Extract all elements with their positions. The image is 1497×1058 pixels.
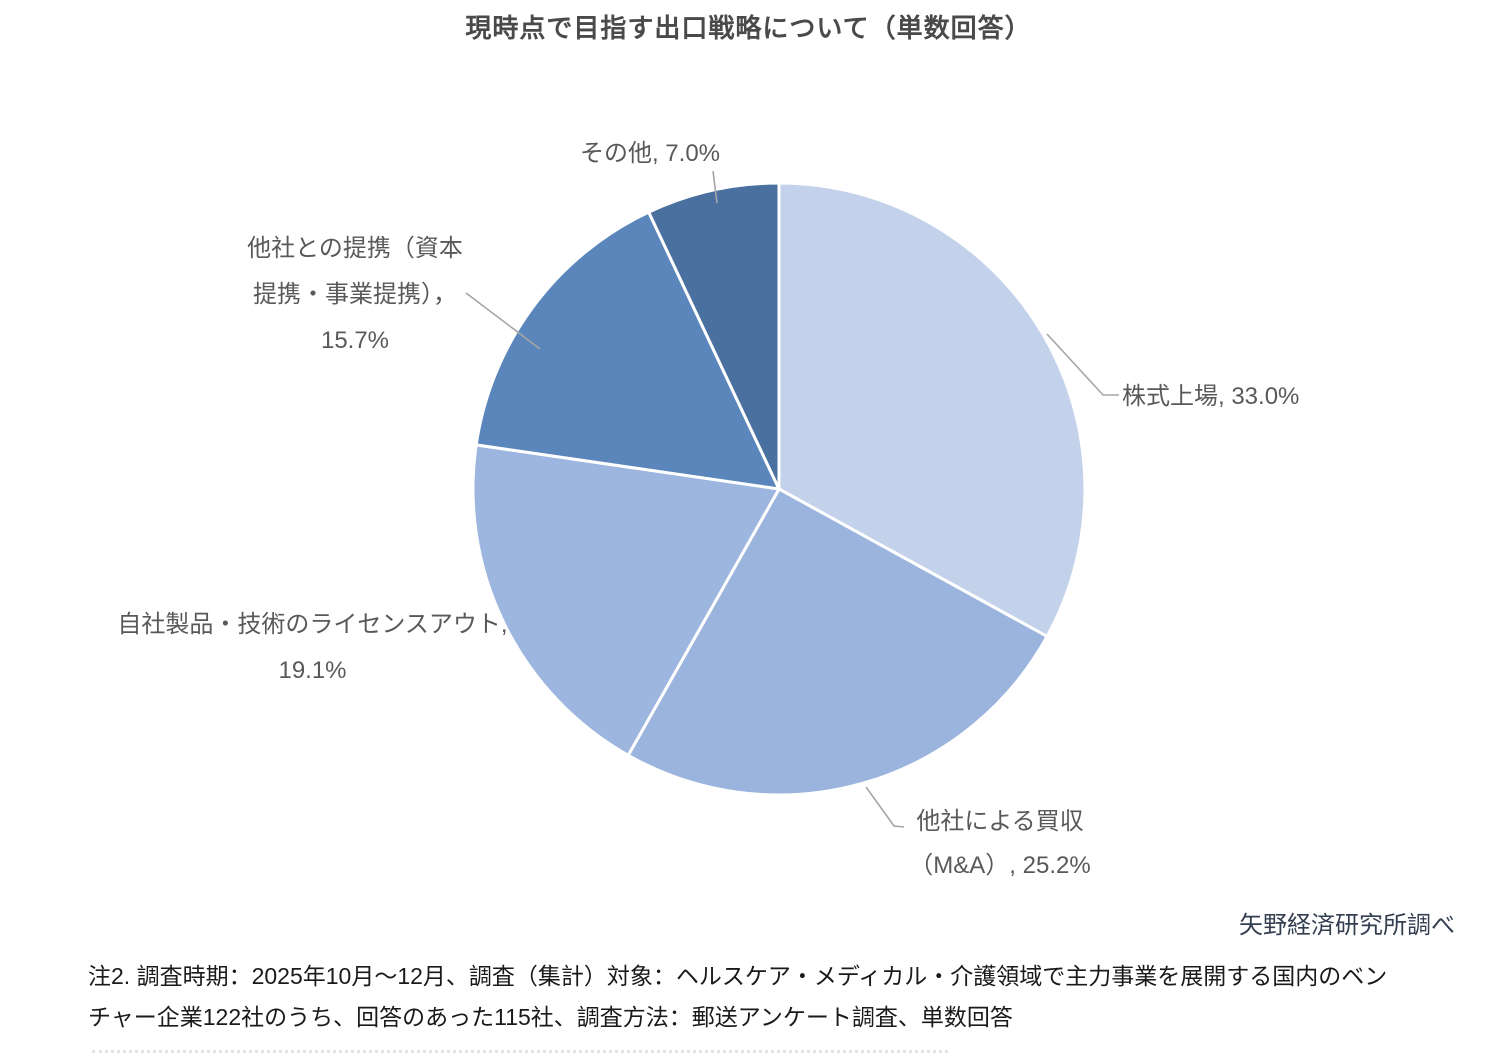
pie-slice-license <box>471 443 781 757</box>
label-other-text: その他, 7.0% <box>579 140 721 167</box>
leader-line-ma <box>865 786 905 828</box>
pie-slice-ma <box>626 487 1049 797</box>
survey-note: 注2. 調査時期：2025年10月～12月、調査（集計）対象：ヘルスケア・メディ… <box>88 956 1448 1038</box>
source-credit: 矢野経済研究所調べ <box>1239 912 1455 939</box>
survey-note-line1: 注2. 調査時期：2025年10月～12月、調査（集計）対象：ヘルスケア・メディ… <box>88 963 1388 989</box>
clipped-text-remnant <box>92 1050 948 1053</box>
pie-slice-partnership <box>474 210 781 491</box>
label-partnership: 他社との提携（資本 提携・事業提携）， 15.7% <box>247 235 463 354</box>
chart-title: 現時点で目指す出口戦略について（単数回答） <box>465 13 1032 43</box>
label-license: 自社製品・技術のライセンスアウト, 19.1% <box>117 611 508 684</box>
label-ma: 他社による買収 （M&A）, 25.2% <box>909 808 1091 879</box>
survey-note-line2: チャー企業122社のうち、回答のあった115社、調査方法：郵送アンケート調査、単… <box>88 1004 1013 1030</box>
pie-slice-ipo <box>777 181 1087 638</box>
leader-line-other <box>712 170 718 204</box>
leader-line-ipo <box>1046 333 1119 396</box>
leader-line-partnership <box>465 292 541 350</box>
label-other: その他, 7.0% <box>540 133 760 168</box>
pie-slice-other <box>647 181 781 491</box>
label-ipo: 株式上場, 33.0% <box>1122 383 1300 410</box>
